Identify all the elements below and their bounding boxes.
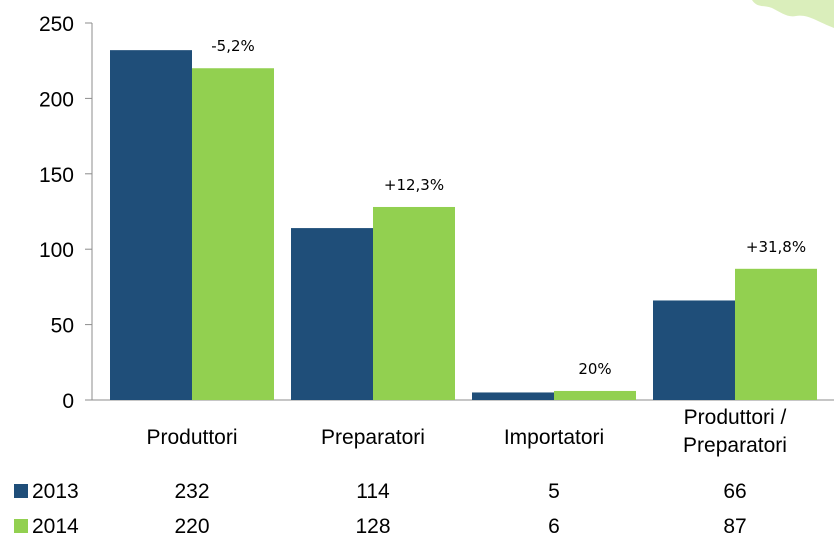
bar-2013-2 (472, 392, 554, 400)
y-tick-label: 50 (51, 315, 74, 338)
bar-2013-0 (110, 50, 192, 400)
category-label: Produttori / (684, 406, 787, 429)
table-cell: 87 (723, 515, 746, 536)
legend-label-2014: 2014 (32, 515, 79, 536)
growth-annotation: +12,3% (384, 176, 444, 194)
table-cell: 128 (355, 515, 390, 536)
axes: 0 50 100 150 200 250 (39, 13, 834, 413)
y-tick-label: 150 (39, 164, 74, 187)
legend-swatch-2013 (14, 484, 28, 498)
bars (110, 50, 817, 401)
legend-label-2013: 2013 (32, 480, 79, 503)
table-cell: 66 (723, 480, 746, 503)
growth-annotation: +31,8% (746, 238, 806, 256)
table-cell: 220 (174, 515, 209, 536)
bar-2014-1 (373, 206, 455, 400)
bar-2014-2 (554, 390, 636, 400)
labels: Produttori -5,2% Preparatori +12,3% Importat… (146, 37, 806, 457)
growth-annotation: -5,2% (211, 37, 255, 55)
y-tick-label: 0 (62, 390, 74, 413)
legend-swatch-2014 (14, 519, 28, 533)
table-cell: 6 (548, 515, 560, 536)
y-tick-label: 200 (39, 88, 74, 111)
growth-annotation: 20% (578, 360, 611, 378)
category-label: Importatori (504, 426, 604, 449)
bar-2014-0 (192, 68, 274, 401)
table-cell: 114 (356, 480, 390, 503)
bar-2014-3 (735, 268, 817, 400)
y-tick-label: 250 (39, 13, 74, 36)
table-cell: 232 (174, 480, 209, 503)
data-table: 2013 232 114 5 66 2014 220 128 6 87 (14, 480, 747, 536)
category-label: Preparatori (683, 434, 787, 457)
category-label: Preparatori (321, 426, 425, 449)
y-tick-label: 100 (39, 239, 74, 262)
leaf-decoration (752, 0, 834, 28)
bar-2013-1 (291, 228, 373, 400)
category-label: Produttori (146, 426, 237, 449)
table-cell: 5 (548, 480, 560, 503)
bar-2013-3 (653, 300, 735, 400)
